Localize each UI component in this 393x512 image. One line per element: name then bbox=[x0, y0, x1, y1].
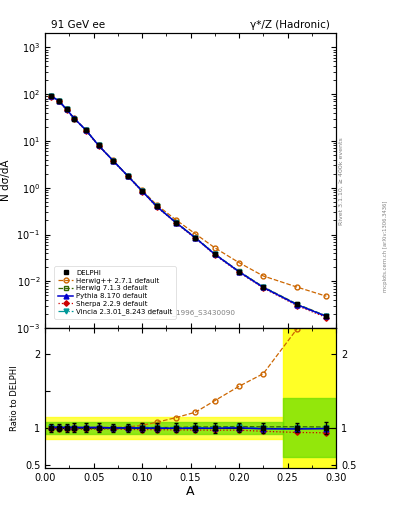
Y-axis label: N dσ/dA: N dσ/dA bbox=[1, 160, 11, 201]
Y-axis label: Ratio to DELPHI: Ratio to DELPHI bbox=[10, 366, 19, 431]
Legend: DELPHI, Herwig++ 2.7.1 default, Herwig 7.1.3 default, Pythia 8.170 default, Sher: DELPHI, Herwig++ 2.7.1 default, Herwig 7… bbox=[55, 266, 176, 319]
Text: γ*/Z (Hadronic): γ*/Z (Hadronic) bbox=[250, 20, 330, 30]
Text: DELPHI_1996_S3430090: DELPHI_1996_S3430090 bbox=[146, 310, 235, 316]
Y-axis label: Rivet 3.1.10, ≥ 400k events: Rivet 3.1.10, ≥ 400k events bbox=[339, 137, 344, 225]
Text: mcplots.cern.ch [arXiv:1306.3436]: mcplots.cern.ch [arXiv:1306.3436] bbox=[384, 200, 388, 291]
Text: 91 GeV ee: 91 GeV ee bbox=[51, 20, 105, 30]
X-axis label: A: A bbox=[186, 485, 195, 498]
